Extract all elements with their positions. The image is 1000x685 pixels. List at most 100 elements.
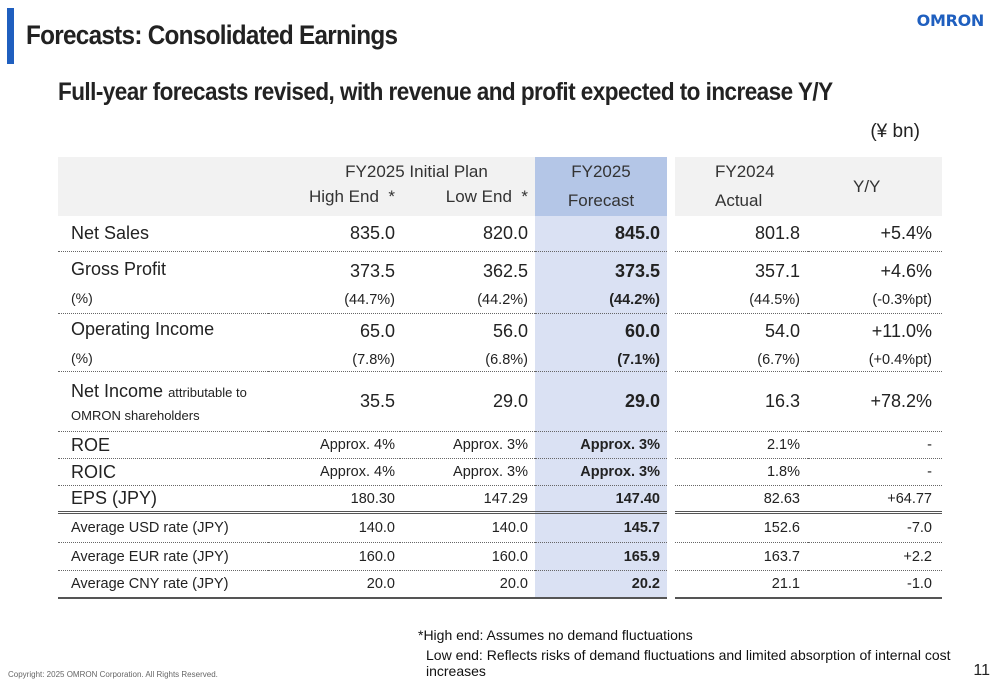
value-cell: +78.2% [808,372,942,432]
label-main: Net Sales [71,223,150,243]
value-cell: 20.0 [400,571,535,599]
row-label: ROIC [58,459,268,486]
note-high-end: *High end: Assumes no demand fluctuation… [418,627,693,643]
table-row: ROIC Approx. 4% Approx. 3% Approx. 3% 1.8% - [58,459,942,486]
value-cell: 20.2 [535,571,667,599]
value: 56.0 [492,321,528,341]
value: 82.63 [763,490,800,507]
row-label-text: Operating Income [71,319,268,340]
value: Approx. 4% [320,437,395,453]
value: 820.0 [482,223,528,243]
page-number: 11 [973,662,990,679]
label-main: Net Income [71,380,164,401]
value-cell: 29.0 [535,372,667,432]
gap [667,514,675,543]
row-label: Net Income attributable to OMRON sharehol… [58,372,268,432]
table-row: ROE Approx. 4% Approx. 3% Approx. 3% 2.1% - [58,432,942,459]
value: 29.0 [492,391,528,411]
table-row: EPS (JPY) 180.30 147.29 147.40 82.63 +64.77 [58,486,942,514]
table-row: Average CNY rate (JPY) 20.0 20.0 20.2 21.1 -1… [58,571,942,599]
label-small: attributable to [168,384,247,400]
row-label-text: Average EUR rate (JPY) [71,549,268,565]
value: -1.0 [907,576,932,592]
row-label-text: EPS (JPY) [71,488,268,509]
value-cell: 140.0 [268,514,400,543]
label-main: Operating Income [71,319,215,339]
gap [667,571,675,599]
table-row: Net Income attributable to OMRON sharehol… [58,372,942,432]
value: 140.0 [491,520,528,536]
percent-value: (-0.3%pt) [872,292,932,308]
value: 2.1% [766,437,800,453]
value-cell: -1.0 [808,571,942,599]
value-cell: 16.3 [675,372,808,432]
value: 54.0 [764,321,800,341]
value: +64.77 [887,490,932,507]
value-cell: 835.0 [268,216,400,252]
percent-value: (7.8%) [352,352,395,368]
value-cell: 373.5 (44.7%) [268,252,400,314]
row-label-text: ROE [71,435,268,456]
low-end-label: Low End * [445,187,528,206]
table-row: Operating Income (%) 65.0 (7.8%) 56.0 (6.8%) 6… [58,314,942,372]
yy-label: Y/Y [853,176,881,196]
value: 65.0 [359,321,395,341]
value-cell: 35.5 [268,372,400,432]
value: 801.8 [754,223,800,243]
value-cell: 2.1% [675,432,808,459]
value: - [927,464,932,480]
value: 35.5 [359,391,395,411]
percent-value: (6.7%) [757,352,800,368]
value: 160.0 [491,548,528,565]
label-main: ROE [71,434,111,455]
value: Approx. 3% [453,437,528,453]
row-sublabel: (%) [71,350,93,366]
value: 147.40 [615,490,660,507]
omron-logo: OMRON [916,11,985,30]
row-label: Operating Income (%) [58,314,268,372]
value-cell: 820.0 [400,216,535,252]
row-label-text: ROIC [71,462,268,483]
label-main: Gross Profit [71,259,167,279]
row-label: EPS (JPY) [58,486,268,514]
row-label: Gross Profit (%) [58,252,268,314]
row-sublabel: OMRON shareholders [71,407,200,423]
row-label-text: Average USD rate (JPY) [71,520,268,536]
value-cell: 357.1 (44.5%) [675,252,808,314]
value-cell: 56.0 (6.8%) [400,314,535,372]
value: +78.2% [870,391,932,411]
initial-plan-label: FY2025 Initial Plan [345,162,488,181]
value-cell: 180.30 [268,486,400,514]
value: 845.0 [614,223,660,243]
row-label: ROE [58,432,268,459]
gap [667,486,675,514]
value-cell: 163.7 [675,543,808,571]
value: Approx. 3% [580,437,660,453]
value-cell: 140.0 [400,514,535,543]
actual-year: FY2024 [715,161,775,181]
value: Approx. 4% [320,464,395,480]
table-header: FY2025 Initial Plan High End * Low End *… [58,157,942,216]
value: - [927,437,932,453]
value-cell: Approx. 3% [535,459,667,486]
value: Approx. 3% [453,464,528,480]
forecast-header: FY2025 Forecast [535,157,667,216]
value-cell: 147.40 [535,486,667,514]
value-cell: 845.0 [535,216,667,252]
value: 29.0 [624,391,660,411]
initial-plan-header: FY2025 Initial Plan High End * Low End * [268,157,535,216]
value-cell: 60.0 (7.1%) [535,314,667,372]
gap [667,157,675,216]
value: 21.1 [771,576,800,592]
copyright: Copyright: 2025 OMRON Corporation. All R… [8,670,218,679]
value: 373.5 [614,261,660,281]
gap [667,314,675,372]
value-cell: 373.5 (44.2%) [535,252,667,314]
row-label-text: Gross Profit [71,259,268,280]
forecast-label: Forecast [567,191,635,211]
value-cell: +11.0% (+0.4%pt) [808,314,942,372]
value: 16.3 [764,391,800,411]
value: 147.29 [483,490,528,507]
row-label: Average CNY rate (JPY) [58,571,268,599]
value-cell: 21.1 [675,571,808,599]
